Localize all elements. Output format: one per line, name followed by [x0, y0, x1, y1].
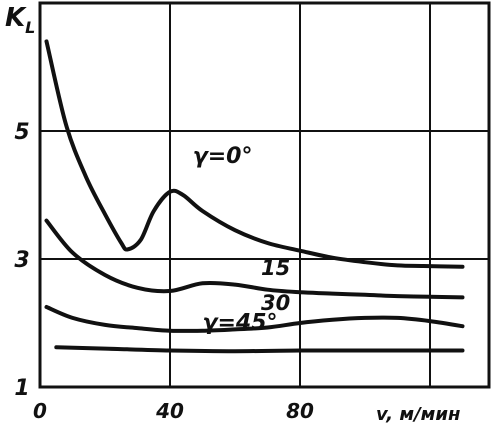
x-tick-label: 80: [286, 399, 314, 423]
x-tick-label: 0: [33, 399, 47, 423]
series-label-1: 15: [261, 256, 290, 280]
y-axis-label: KL: [5, 3, 35, 37]
y-tick-label: 1: [14, 376, 29, 401]
series-label-3: γ=45°: [203, 310, 278, 335]
series-curve-2: [44, 305, 465, 333]
y-tick-label: 5: [14, 120, 29, 145]
x-axis-label: v, м/мин: [376, 404, 460, 425]
series-label-layer: γ=0° 15 30γ=45°: [193, 144, 290, 335]
tick-layer: 0 40 80 1 3 5: [14, 120, 314, 423]
series-curve-0: [44, 39, 465, 269]
curve-layer: [44, 39, 465, 354]
series-curve-3: [54, 345, 465, 354]
series-label-2: 30: [261, 291, 290, 315]
plot-frame: [38, 1, 491, 389]
y-tick-label: 3: [14, 248, 29, 273]
series-label-0: γ=0°: [193, 144, 253, 169]
series-curve-1: [44, 218, 465, 300]
y-axis-label-subscript: L: [25, 18, 35, 37]
x-tick-label: 40: [155, 399, 184, 423]
